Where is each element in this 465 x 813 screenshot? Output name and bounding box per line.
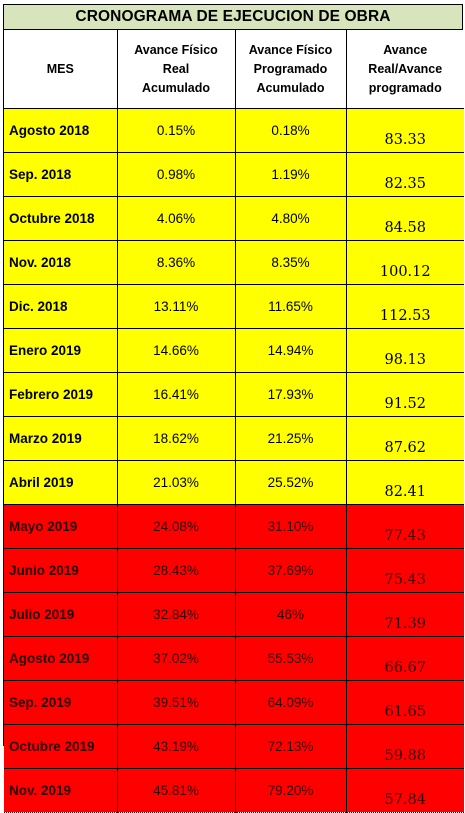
table-row: Sep. 2018 0.98% 1.19% 82.35 xyxy=(4,152,464,197)
cell-avance-programado: 0.18% xyxy=(234,108,347,153)
cell-avance-real: 16.41% xyxy=(116,372,236,417)
header-ratio-line-3: programado xyxy=(368,80,442,95)
cell-ratio: 61.65 xyxy=(345,680,464,725)
cell-mes: Mayo 2019 xyxy=(4,504,118,549)
table-row: Julio 2019 32.84% 46% 71.39 xyxy=(4,592,464,637)
table-row: Nov. 2019 45.81% 79.20% 57.84 xyxy=(4,768,464,813)
header-programado-line-3: Acumulado xyxy=(256,80,325,95)
cell-mes: Octubre 2018 xyxy=(4,196,118,241)
cell-ratio: 83.33 xyxy=(345,108,464,153)
table-row: Agosto 2019 37.02% 55.53% 66.67 xyxy=(4,636,464,681)
cell-avance-programado: 11.65% xyxy=(234,284,347,329)
cell-avance-programado: 4.80% xyxy=(234,196,347,241)
cell-avance-real: 39.51% xyxy=(116,680,236,725)
sheet-title: CRONOGRAMA DE EJECUCION DE OBRA xyxy=(4,5,462,30)
cell-avance-real: 18.62% xyxy=(116,416,236,461)
header-mes: MES xyxy=(4,30,118,109)
cell-avance-real: 21.03% xyxy=(116,460,236,505)
header-real-line-2: Real xyxy=(162,61,190,76)
header-mes-label: MES xyxy=(46,61,74,76)
cell-avance-programado: 25.52% xyxy=(234,460,347,505)
cell-mes: Nov. 2019 xyxy=(4,768,118,813)
schedule-sheet: CRONOGRAMA DE EJECUCION DE OBRA MES Avan… xyxy=(3,4,464,813)
header-ratio: Avance Real/Avance programado xyxy=(345,30,464,109)
cell-avance-programado: 79.20% xyxy=(234,768,347,813)
cell-ratio: 82.35 xyxy=(345,152,464,197)
header-programado-line-1: Avance Físico xyxy=(248,42,333,57)
cell-avance-real: 13.11% xyxy=(116,284,236,329)
schedule-table: MES Avance Físico Real Acumulado Avance … xyxy=(4,30,464,813)
cell-ratio: 98.13 xyxy=(345,328,464,373)
cell-mes: Agosto 2019 xyxy=(4,636,118,681)
cell-avance-programado: 55.53% xyxy=(234,636,347,681)
header-real-line-1: Avance Físico xyxy=(134,42,218,57)
cell-avance-programado: 31.10% xyxy=(234,504,347,549)
cell-avance-real: 37.02% xyxy=(116,636,236,681)
cell-mes: Agosto 2018 xyxy=(4,108,118,153)
cell-avance-programado: 64.09% xyxy=(234,680,347,725)
cell-mes: Sep. 2019 xyxy=(4,680,118,725)
table-row: Marzo 2019 18.62% 21.25% 87.62 xyxy=(4,416,464,461)
cell-avance-real: 8.36% xyxy=(116,240,236,285)
table-row: Junio 2019 28.43% 37.69% 75.43 xyxy=(4,548,464,593)
cell-avance-real: 4.06% xyxy=(116,196,236,241)
cell-ratio: 100.12 xyxy=(345,240,464,285)
cell-avance-programado: 17.93% xyxy=(234,372,347,417)
cell-avance-programado: 14.94% xyxy=(234,328,347,373)
header-avance-programado: Avance Físico Programado Acumulado xyxy=(234,30,347,109)
header-programado-line-2: Programado xyxy=(253,61,328,76)
cell-mes: Enero 2019 xyxy=(4,328,118,373)
cell-avance-programado: 37.69% xyxy=(234,548,347,593)
header-ratio-line-2: Real/Avance xyxy=(368,61,443,76)
cell-mes: Marzo 2019 xyxy=(4,416,118,461)
table-row: Octubre 2018 4.06% 4.80% 84.58 xyxy=(4,196,464,241)
cell-ratio: 82.41 xyxy=(345,460,464,505)
header-real-line-3: Acumulado xyxy=(141,80,211,95)
cell-mes: Junio 2019 xyxy=(4,548,118,593)
table-row: Abril 2019 21.03% 25.52% 82.41 xyxy=(4,460,464,505)
cell-ratio: 84.58 xyxy=(345,196,464,241)
table-row: Dic. 2018 13.11% 11.65% 112.53 xyxy=(4,284,464,329)
header-avance-real: Avance Físico Real Acumulado xyxy=(116,30,236,109)
cell-mes: Febrero 2019 xyxy=(4,372,118,417)
cell-avance-real: 45.81% xyxy=(116,768,236,813)
table-row: Febrero 2019 16.41% 17.93% 91.52 xyxy=(4,372,464,417)
cell-avance-real: 32.84% xyxy=(116,592,236,637)
cell-mes: Dic. 2018 xyxy=(4,284,118,329)
cell-ratio: 112.53 xyxy=(345,284,464,329)
schedule-body: Agosto 2018 0.15% 0.18% 83.33 Sep. 2018 … xyxy=(4,108,464,813)
cell-avance-real: 0.98% xyxy=(116,152,236,197)
cell-ratio: 77.43 xyxy=(345,504,464,549)
cell-avance-real: 14.66% xyxy=(116,328,236,373)
cell-ratio: 71.39 xyxy=(345,592,464,637)
cell-mes: Julio 2019 xyxy=(4,592,118,637)
header-row: MES Avance Físico Real Acumulado Avance … xyxy=(4,30,464,109)
cell-mes: Sep. 2018 xyxy=(4,152,118,197)
table-row: Agosto 2018 0.15% 0.18% 83.33 xyxy=(4,108,464,153)
cell-ratio: 66.67 xyxy=(345,636,464,681)
cell-ratio: 57.84 xyxy=(345,768,464,813)
cell-avance-real: 28.43% xyxy=(116,548,236,593)
cell-mes: Nov. 2018 xyxy=(4,240,118,285)
cell-avance-programado: 46% xyxy=(234,592,347,637)
cell-avance-programado: 1.19% xyxy=(234,152,347,197)
cell-ratio: 91.52 xyxy=(345,372,464,417)
table-row: Enero 2019 14.66% 14.94% 98.13 xyxy=(4,328,464,373)
cell-avance-programado: 21.25% xyxy=(234,416,347,461)
cell-avance-programado: 8.35% xyxy=(234,240,347,285)
cell-ratio: 87.62 xyxy=(345,416,464,461)
header-ratio-line-1: Avance xyxy=(383,42,428,57)
cell-mes: Abril 2019 xyxy=(4,460,118,505)
cell-avance-real: 0.15% xyxy=(116,108,236,153)
table-row: Mayo 2019 24.08% 31.10% 77.43 xyxy=(4,504,464,549)
cell-ratio: 75.43 xyxy=(345,548,464,593)
table-row: Sep. 2019 39.51% 64.09% 61.65 xyxy=(4,680,464,725)
cell-avance-real: 24.08% xyxy=(116,504,236,549)
table-row: Nov. 2018 8.36% 8.35% 100.12 xyxy=(4,240,464,285)
